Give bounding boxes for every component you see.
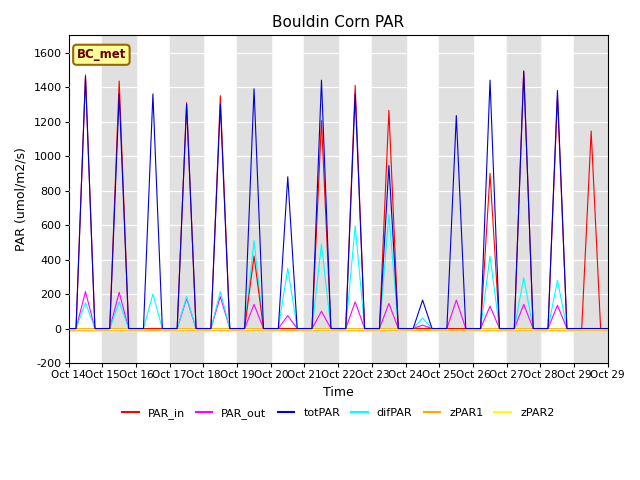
Bar (439, 36, 473, 363)
Bar (170, 36, 204, 363)
Bar (574, 36, 608, 363)
Bar (102, 36, 136, 363)
Y-axis label: PAR (umol/m2/s): PAR (umol/m2/s) (15, 147, 28, 251)
Text: BC_met: BC_met (77, 48, 126, 61)
Bar (372, 36, 406, 363)
Bar (507, 36, 540, 363)
X-axis label: Time: Time (323, 385, 353, 398)
Bar (237, 36, 271, 363)
Title: Bouldin Corn PAR: Bouldin Corn PAR (272, 15, 404, 30)
Legend: PAR_in, PAR_out, totPAR, difPAR, zPAR1, zPAR2: PAR_in, PAR_out, totPAR, difPAR, zPAR1, … (118, 403, 559, 423)
Bar (305, 36, 338, 363)
